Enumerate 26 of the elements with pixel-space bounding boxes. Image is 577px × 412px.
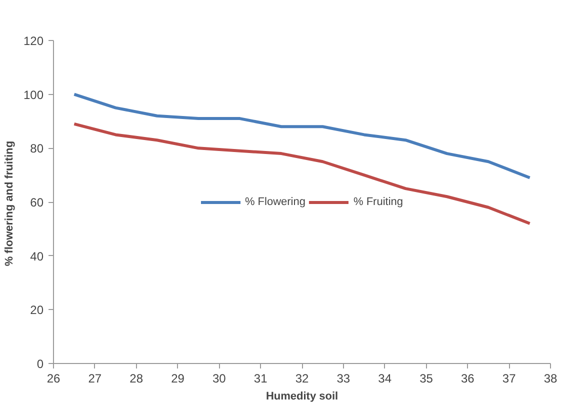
x-tick-label: 36 [460, 372, 475, 386]
y-tick-label: 60 [30, 196, 44, 210]
x-tick-label: 33 [336, 372, 350, 386]
x-tick-label: 38 [544, 372, 558, 386]
y-tick-label: 120 [23, 34, 44, 48]
legend-label: % Flowering [244, 196, 306, 208]
x-tick-label: 32 [295, 372, 309, 386]
x-tick-label: 26 [46, 372, 60, 386]
x-axis-title: Humedity soil [266, 390, 338, 402]
line-series [72, 122, 532, 226]
line-series [72, 92, 532, 180]
y-tick-label: 0 [36, 357, 44, 371]
x-tick-label: 35 [420, 372, 434, 386]
y-tick-label: 80 [30, 142, 44, 156]
x-tick-label: 34 [378, 372, 392, 386]
legend-label: % Fruiting [354, 196, 404, 208]
x-tick-label: 28 [130, 372, 144, 386]
x-tick-label: 30 [212, 372, 226, 386]
x-tick-label: 31 [254, 372, 268, 386]
y-tick-label: 40 [30, 249, 44, 264]
y-tick-label: 100 [23, 88, 44, 102]
x-tick-label: 27 [88, 372, 102, 386]
y-tick-label: 20 [30, 303, 44, 318]
x-tick-label: 37 [502, 372, 516, 386]
y-axis-title: % flowering and fruiting [3, 140, 16, 266]
x-tick-label: 29 [171, 372, 185, 386]
